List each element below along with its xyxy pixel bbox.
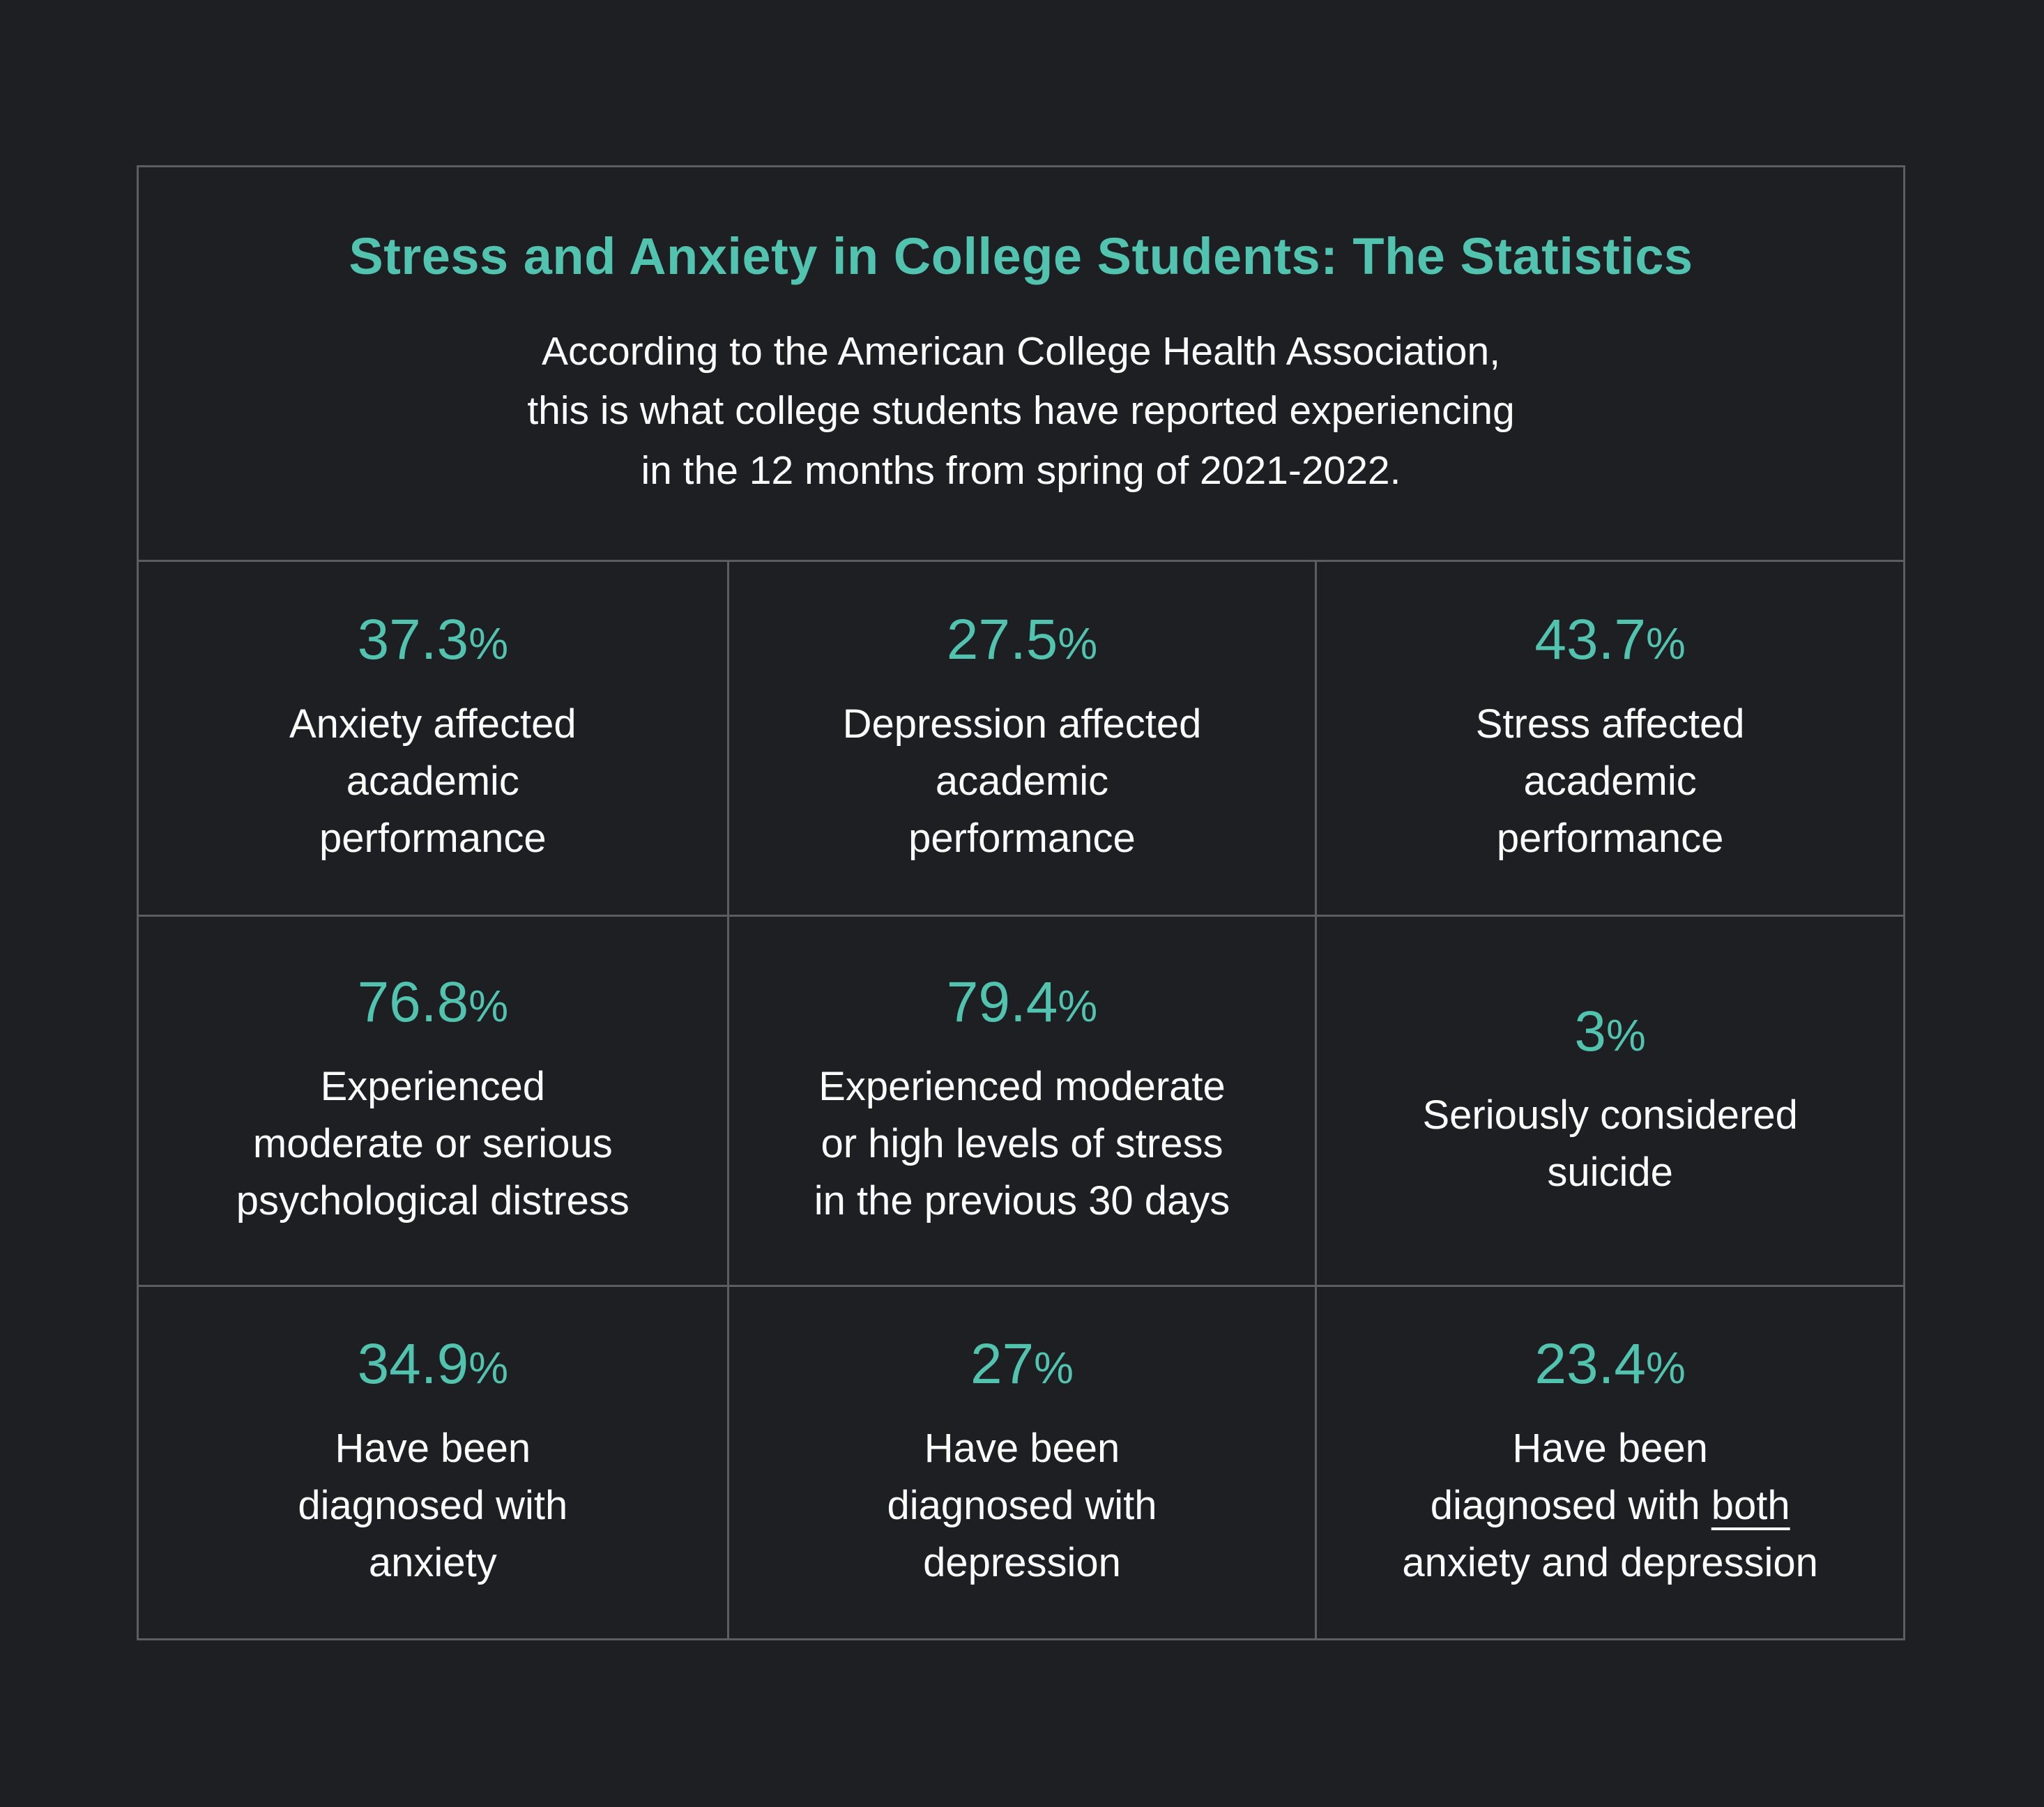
- stats-table: Stress and Anxiety in College Students: …: [137, 165, 1905, 1640]
- stat-label: Experienced moderate or serious psycholo…: [236, 1063, 630, 1224]
- page-subtitle: According to the American College Health…: [527, 322, 1514, 501]
- stat-label: Stress affected academic performance: [1475, 701, 1745, 862]
- stat-label: Depression affected academic performance: [842, 701, 1202, 862]
- stat-cell-diagnosed-depression: 27% Have been diagnosed with depression: [726, 1285, 1315, 1638]
- stat-value: 3%: [1574, 999, 1646, 1063]
- percent-sign: %: [468, 618, 509, 669]
- percent-sign: %: [1058, 618, 1098, 669]
- percent-sign: %: [1058, 981, 1098, 1032]
- stat-label: Anxiety affected academic performance: [289, 701, 577, 862]
- subtitle-line-1: According to the American College Health…: [541, 328, 1501, 374]
- percent-sign: %: [1646, 618, 1686, 669]
- table-header: Stress and Anxiety in College Students: …: [139, 167, 1903, 560]
- stat-value: 27.5%: [946, 608, 1098, 672]
- stat-cell-stress-academic: 43.7% Stress affected academic performan…: [1315, 560, 1903, 915]
- stat-value: 79.4%: [946, 970, 1098, 1035]
- percent-sign: %: [1646, 1343, 1686, 1394]
- stat-value: 76.8%: [357, 970, 509, 1035]
- stat-value: 43.7%: [1534, 608, 1686, 672]
- percent-sign: %: [1034, 1343, 1074, 1394]
- stat-value: 37.3%: [357, 608, 509, 672]
- stat-label: Have been diagnosed with anxiety: [298, 1425, 568, 1586]
- subtitle-line-3: in the 12 months from spring of 2021-202…: [641, 448, 1401, 493]
- stat-cell-stress-30-days: 79.4% Experienced moderate or high level…: [726, 915, 1315, 1285]
- percent-sign: %: [468, 1343, 509, 1394]
- stat-cell-diagnosed-both: 23.4% Have been diagnosed with both anxi…: [1315, 1285, 1903, 1638]
- underlined-word: both: [1711, 1482, 1790, 1528]
- stat-cell-diagnosed-anxiety: 34.9% Have been diagnosed with anxiety: [139, 1285, 727, 1638]
- stat-value: 34.9%: [357, 1332, 509, 1396]
- stat-label: Seriously considered suicide: [1422, 1092, 1798, 1196]
- stat-cell-considered-suicide: 3% Seriously considered suicide: [1315, 915, 1903, 1285]
- stat-label: Experienced moderate or high levels of s…: [814, 1063, 1230, 1224]
- page-title: Stress and Anxiety in College Students: …: [349, 227, 1693, 285]
- percent-sign: %: [468, 981, 509, 1032]
- stat-cell-anxiety-academic: 37.3% Anxiety affected academic performa…: [139, 560, 727, 915]
- stat-cell-depression-academic: 27.5% Depression affected academic perfo…: [726, 560, 1315, 915]
- subtitle-line-2: this is what college students have repor…: [527, 388, 1515, 434]
- stat-value: 27%: [970, 1332, 1074, 1396]
- stat-label: Have been diagnosed with depression: [887, 1425, 1157, 1586]
- stat-value: 23.4%: [1534, 1332, 1686, 1396]
- percent-sign: %: [1606, 1009, 1646, 1060]
- stat-cell-psychological-distress: 76.8% Experienced moderate or serious ps…: [139, 915, 727, 1285]
- stat-label: Have been diagnosed with both anxiety an…: [1402, 1425, 1818, 1586]
